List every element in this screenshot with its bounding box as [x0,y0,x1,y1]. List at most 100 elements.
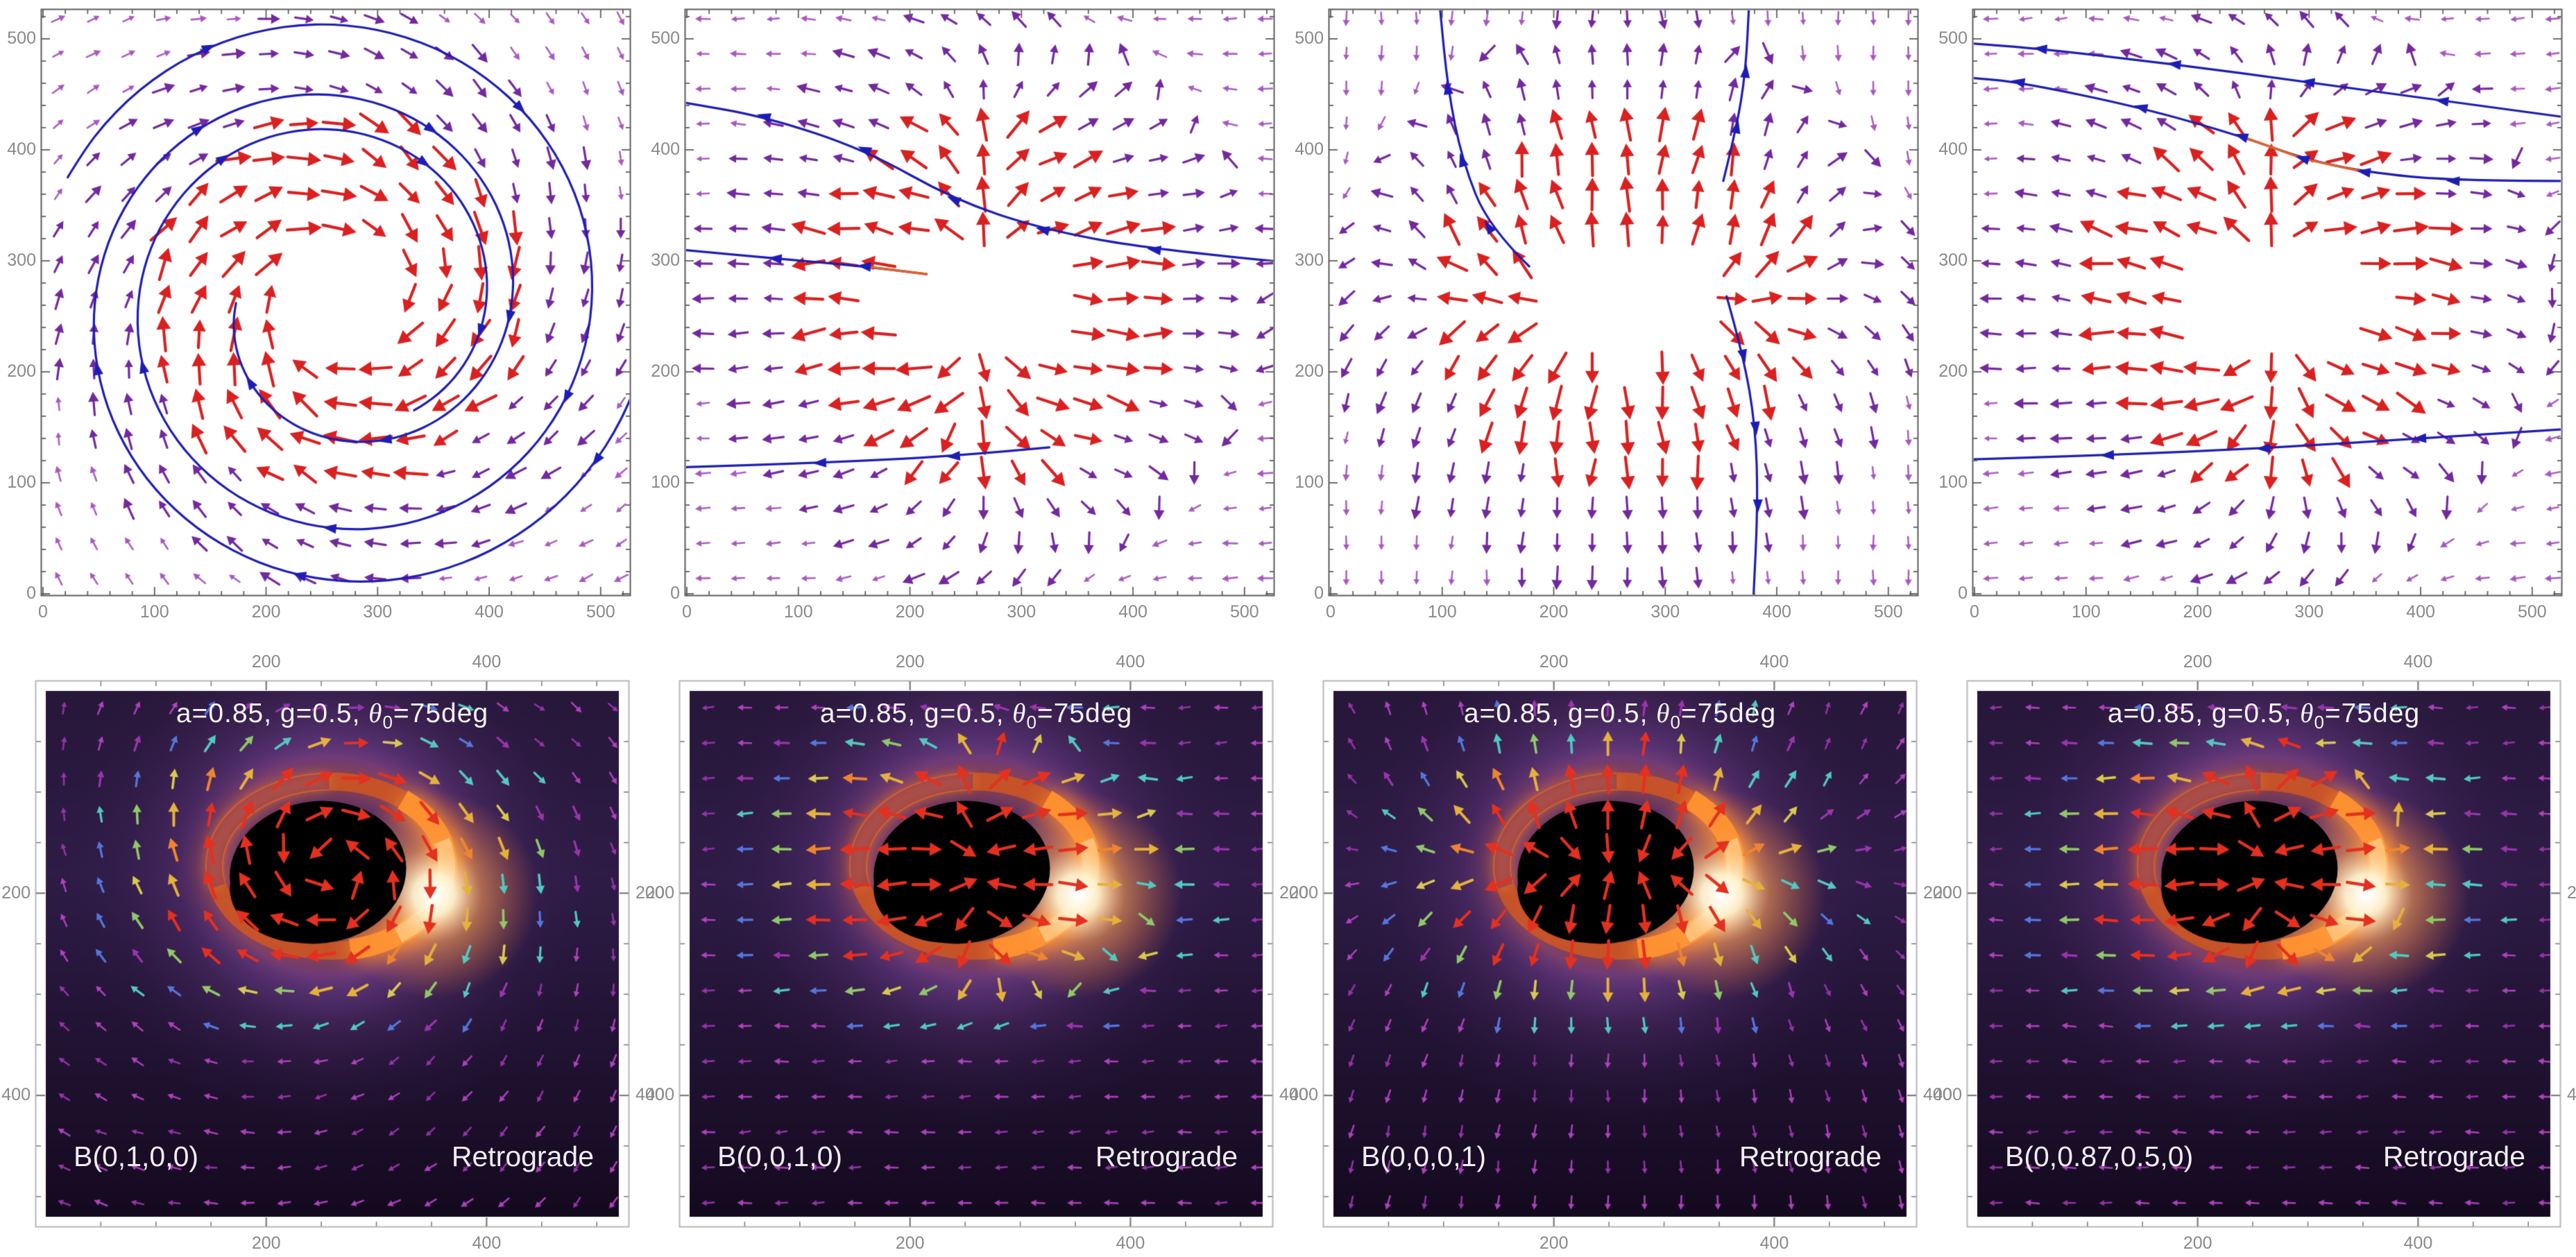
tick-label: 400 [636,1085,665,1105]
tick-label: 400 [1759,652,1789,672]
tick-label: 200 [636,882,665,903]
tick-label: 400 [2406,602,2435,622]
blackhole-panel-1: a=0.85, g=0.5, θ0=75deg B(0,1,0,0) Retro… [1,653,664,1252]
tick-label: 0 [682,602,692,622]
tick-label: 400 [1279,1085,1308,1105]
title-text-post: =75deg [393,699,489,728]
tick-label: 200 [1279,882,1308,903]
tick-label: 100 [1938,472,1968,492]
tick-label: 200 [651,361,680,381]
tick-label: 400 [1762,602,1791,622]
theta-symbol: θ [1656,699,1671,728]
tick-label: 500 [1295,28,1324,48]
tick-label: 400 [1,1085,31,1105]
tick-label: 0 [1970,602,1979,622]
theta-subscript: 0 [1026,711,1037,733]
theta-symbol: θ [2300,699,2314,728]
tick-label: 400 [472,1233,502,1253]
tick-label: 400 [1116,1233,1145,1253]
tick-label: 300 [1295,250,1324,270]
blackhole-canvas-2 [679,680,1274,1228]
title-text-post: =75deg [2324,699,2421,728]
b-vector-label: B(0,0,0,1) [1361,1140,1487,1172]
tick-label: 500 [1229,602,1259,622]
tick-label: 400 [7,139,36,159]
retrograde-label: Retrograde [1739,1140,1882,1172]
tick-label: 200 [1,882,31,903]
retrograde-label: Retrograde [2382,1140,2525,1172]
vector-field-panel-1: 0 100 200 300 400 500 0 100 200 300 400 500 [7,8,631,621]
title-text: a=0.85, g=0.5, [176,699,369,728]
tick-label: 0 [26,583,36,603]
blackhole-panel-3: a=0.85, g=0.5, θ0=75deg B(0,0,0,1) Retro… [1289,653,1952,1252]
title-text: a=0.85, g=0.5, [1463,699,1657,728]
tick-label: 400 [2567,1085,2576,1105]
tick-label: 200 [251,1233,281,1253]
tick-label: 200 [1295,361,1324,381]
blackhole-canvas-1 [35,680,630,1228]
title-text-post: =75deg [1680,699,1777,728]
tick-label: 100 [2071,602,2101,622]
tick-label: 400 [1759,1233,1789,1253]
title-text: a=0.85, g=0.5, [819,699,1013,728]
tick-label: 500 [2517,602,2547,622]
tick-label: 300 [1007,602,1037,622]
tick-label: 100 [1427,602,1457,622]
tick-label: 200 [2183,602,2212,622]
retrograde-label: Retrograde [1095,1140,1238,1172]
tick-label: 0 [670,583,680,603]
vector-field-canvas-3 [1328,8,1919,597]
vector-field-canvas-1 [40,8,631,597]
tick-label: 500 [7,28,36,48]
tick-label: 400 [475,602,504,622]
theta-subscript: 0 [2314,711,2325,733]
tick-label: 200 [251,602,281,622]
tick-label: 200 [251,652,281,672]
tick-label: 200 [1923,882,1952,903]
tick-label: 200 [1938,361,1968,381]
tick-label: 200 [1933,882,1962,903]
tick-label: 400 [1289,1085,1318,1105]
tick-label: 500 [1938,28,1968,48]
vector-field-panel-2: 0 100 200 300 400 500 0 100 200 300 400 500 [651,8,1275,621]
tick-label: 400 [651,139,680,159]
vector-field-panel-3: 0 100 200 300 400 500 0 100 200 300 400 500 [1295,8,1919,621]
tick-label: 400 [1116,652,1145,672]
tick-label: 300 [7,250,36,270]
theta-symbol: θ [368,699,383,728]
tick-label: 400 [1295,139,1324,159]
theta-symbol: θ [1012,699,1027,728]
tick-label: 400 [645,1085,674,1105]
tick-label: 200 [645,882,674,903]
tick-label: 100 [139,602,169,622]
blackhole-panel-2: a=0.85, g=0.5, θ0=75deg B(0,0,1,0) Retro… [645,653,1308,1252]
tick-label: 200 [895,602,925,622]
tick-label: 500 [586,602,615,622]
blackhole-canvas-4 [1966,680,2561,1228]
panel-title: a=0.85, g=0.5, θ0=75deg [690,698,1263,733]
tick-label: 100 [783,602,813,622]
panel-title: a=0.85, g=0.5, θ0=75deg [1333,698,1907,733]
tick-label: 300 [2294,602,2324,622]
vector-field-canvas-2 [684,8,1275,597]
tick-label: 300 [651,250,680,270]
tick-label: 400 [1938,139,1968,159]
theta-subscript: 0 [1670,711,1681,733]
vector-field-canvas-4 [1972,8,2563,597]
title-text: a=0.85, g=0.5, [2107,699,2301,728]
b-vector-label: B(0,1,0,0) [74,1140,199,1172]
tick-label: 400 [1923,1085,1952,1105]
tick-label: 200 [1539,652,1569,672]
tick-label: 200 [1289,882,1318,903]
tick-label: 200 [1539,1233,1569,1253]
retrograde-label: Retrograde [451,1140,594,1172]
tick-label: 400 [2403,652,2433,672]
panel-title: a=0.85, g=0.5, θ0=75deg [46,698,619,733]
b-vector-label: B(0,0,1,0) [717,1140,843,1172]
tick-label: 300 [1938,250,1968,270]
panel-title: a=0.85, g=0.5, θ0=75deg [1977,698,2550,733]
tick-label: 0 [38,602,48,622]
tick-label: 400 [2403,1233,2433,1253]
tick-label: 200 [895,1233,925,1253]
